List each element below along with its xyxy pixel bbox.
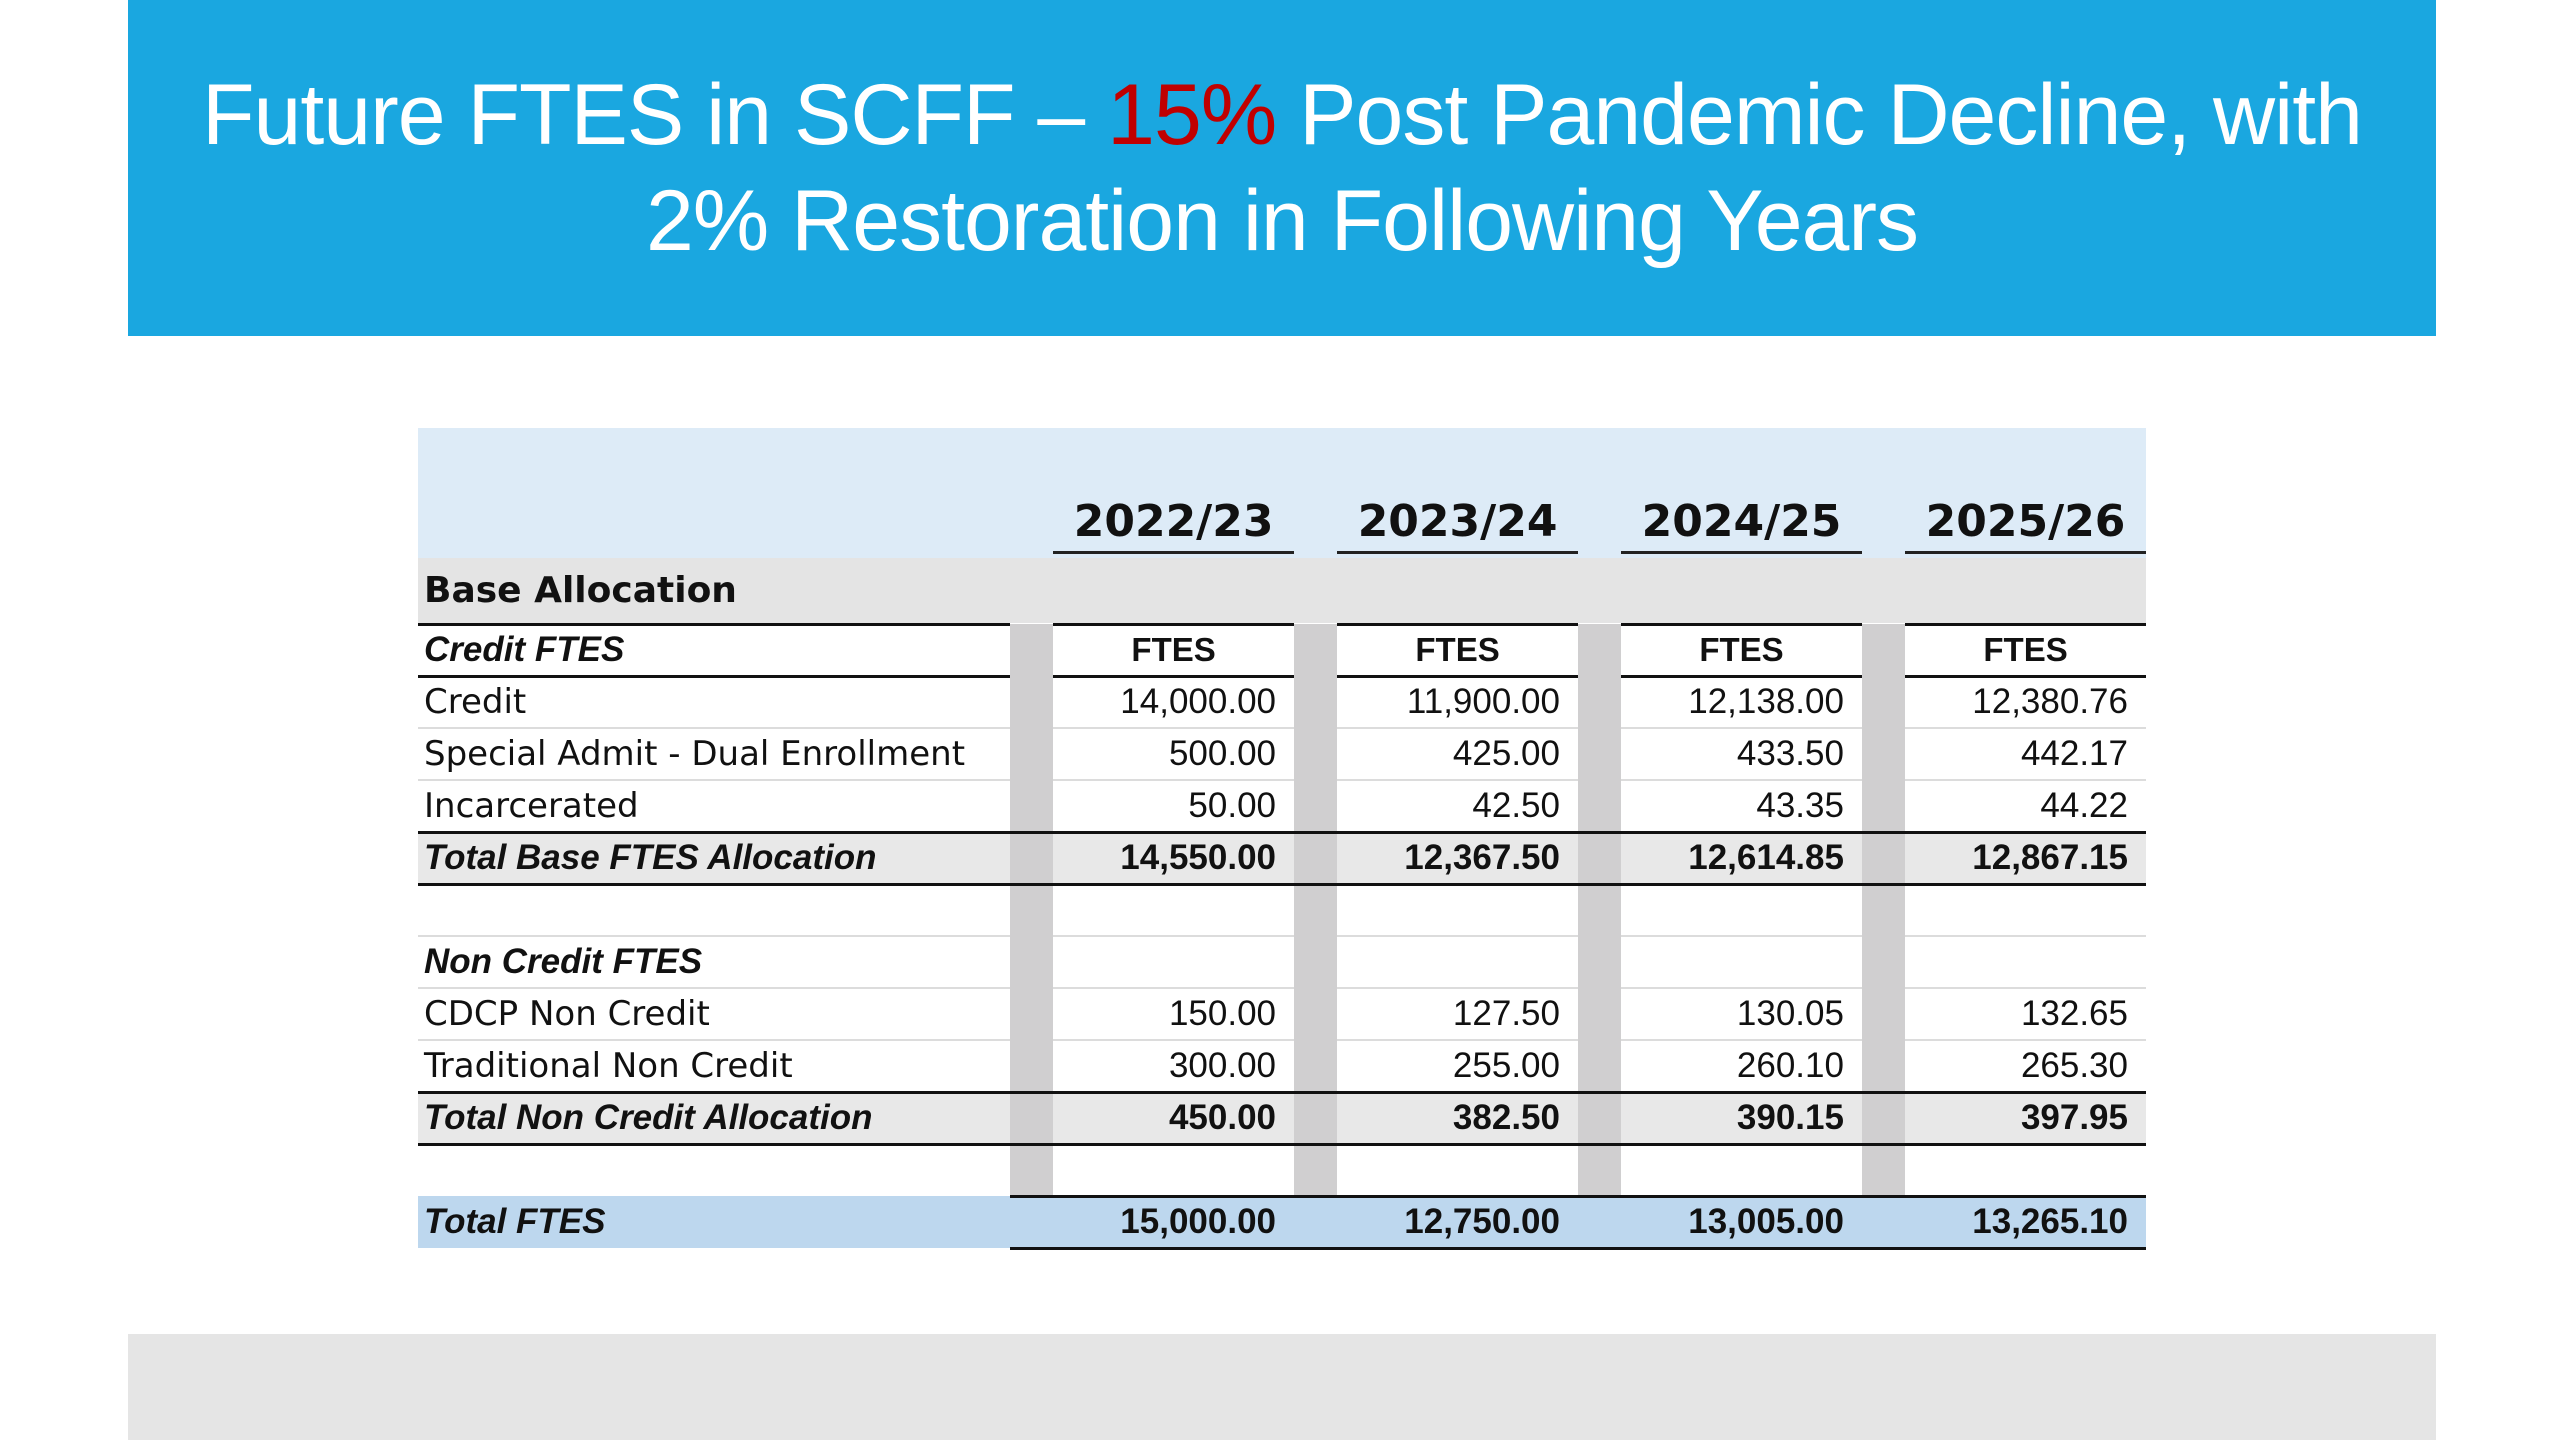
grand-total-label: Total FTES <box>418 1196 1011 1248</box>
credit-header-row: Credit FTES FTES FTES FTES FTES <box>418 622 2146 678</box>
total-value: 12,367.50 <box>1337 830 1578 886</box>
total-value: 390.15 <box>1621 1090 1862 1146</box>
grand-total-value: 13,005.00 <box>1621 1194 1862 1250</box>
cell-value: 265.30 <box>1905 1040 2146 1093</box>
cell-value: 150.00 <box>1053 988 1295 1041</box>
grand-total-value: 13,265.10 <box>1905 1194 2146 1250</box>
table-row: Incarcerated 50.00 42.50 43.35 44.22 <box>418 780 2146 833</box>
cell-value: 300.00 <box>1053 1040 1295 1093</box>
title-text-end: Post Pandemic Decline, with <box>1276 67 2363 163</box>
total-value: 12,614.85 <box>1621 830 1862 886</box>
cell-value: 42.50 <box>1337 780 1578 833</box>
row-label: CDCP Non Credit <box>418 988 1011 1041</box>
cell-value: 425.00 <box>1337 728 1578 781</box>
noncredit-total-row: Total Non Credit Allocation 450.00 382.5… <box>418 1090 2146 1146</box>
unit-header: FTES <box>1337 622 1578 678</box>
year-header-row: 2022/23 2023/24 2024/25 2025/26 <box>418 428 2146 558</box>
unit-header: FTES <box>1621 622 1862 678</box>
year-header: 2022/23 <box>1053 428 1295 558</box>
total-label: Total Base FTES Allocation <box>418 830 1011 886</box>
total-value: 450.00 <box>1053 1090 1295 1146</box>
section-title: Base Allocation <box>418 558 2146 624</box>
noncredit-header: Non Credit FTES <box>418 936 1011 989</box>
cell-value: 500.00 <box>1053 728 1295 781</box>
cell-value: 260.10 <box>1621 1040 1862 1093</box>
cell-value: 43.35 <box>1621 780 1862 833</box>
cell-value: 14,000.00 <box>1053 676 1295 729</box>
ftes-table-container: 2022/23 2023/24 2024/25 2025/26 Base All… <box>418 428 2146 1250</box>
year-header: 2023/24 <box>1337 428 1578 558</box>
year-header: 2024/25 <box>1621 428 1862 558</box>
total-value: 382.50 <box>1337 1090 1578 1146</box>
cell-value: 433.50 <box>1621 728 1862 781</box>
credit-total-row: Total Base FTES Allocation 14,550.00 12,… <box>418 830 2146 886</box>
cell-value: 255.00 <box>1337 1040 1578 1093</box>
unit-header: FTES <box>1905 622 2146 678</box>
cell-value: 130.05 <box>1621 988 1862 1041</box>
total-value: 12,867.15 <box>1905 830 2146 886</box>
row-label: Credit <box>418 676 1011 729</box>
title-line-1: Future FTES in SCFF – 15% Post Pandemic … <box>202 62 2363 168</box>
cell-value: 11,900.00 <box>1337 676 1578 729</box>
table-row: Traditional Non Credit 300.00 255.00 260… <box>418 1040 2146 1093</box>
cell-value: 442.17 <box>1905 728 2146 781</box>
cell-value: 50.00 <box>1053 780 1295 833</box>
grand-total-row: Total FTES 15,000.00 12,750.00 13,005.00… <box>418 1194 2146 1250</box>
row-label: Traditional Non Credit <box>418 1040 1011 1093</box>
credit-header: Credit FTES <box>418 622 1011 678</box>
section-row: Base Allocation <box>418 558 2146 624</box>
cell-value: 127.50 <box>1337 988 1578 1041</box>
spacer-row <box>418 1144 2146 1198</box>
title-banner: Future FTES in SCFF – 15% Post Pandemic … <box>128 0 2436 336</box>
title-text-start: Future FTES in SCFF – <box>202 67 1108 163</box>
table-row: Credit 14,000.00 11,900.00 12,138.00 12,… <box>418 676 2146 729</box>
table-row: Special Admit - Dual Enrollment 500.00 4… <box>418 728 2146 781</box>
year-header: 2025/26 <box>1905 428 2146 558</box>
cell-value: 44.22 <box>1905 780 2146 833</box>
total-value: 397.95 <box>1905 1090 2146 1146</box>
cell-value: 12,138.00 <box>1621 676 1862 729</box>
cell-value: 132.65 <box>1905 988 2146 1041</box>
cell-value: 12,380.76 <box>1905 676 2146 729</box>
title-highlight: 15% <box>1107 67 1277 163</box>
ftes-table: 2022/23 2023/24 2024/25 2025/26 Base All… <box>418 428 2146 1250</box>
unit-header: FTES <box>1053 622 1295 678</box>
footer-band <box>128 1334 2436 1440</box>
total-label: Total Non Credit Allocation <box>418 1090 1011 1146</box>
total-value: 14,550.00 <box>1053 830 1295 886</box>
table-row: CDCP Non Credit 150.00 127.50 130.05 132… <box>418 988 2146 1041</box>
row-label: Special Admit - Dual Enrollment <box>418 728 1011 781</box>
noncredit-header-row: Non Credit FTES <box>418 936 2146 989</box>
row-label: Incarcerated <box>418 780 1011 833</box>
title-line-2: 2% Restoration in Following Years <box>645 173 1919 269</box>
grand-total-value: 15,000.00 <box>1053 1194 1295 1250</box>
grand-total-value: 12,750.00 <box>1337 1194 1578 1250</box>
spacer-row <box>418 884 2146 937</box>
